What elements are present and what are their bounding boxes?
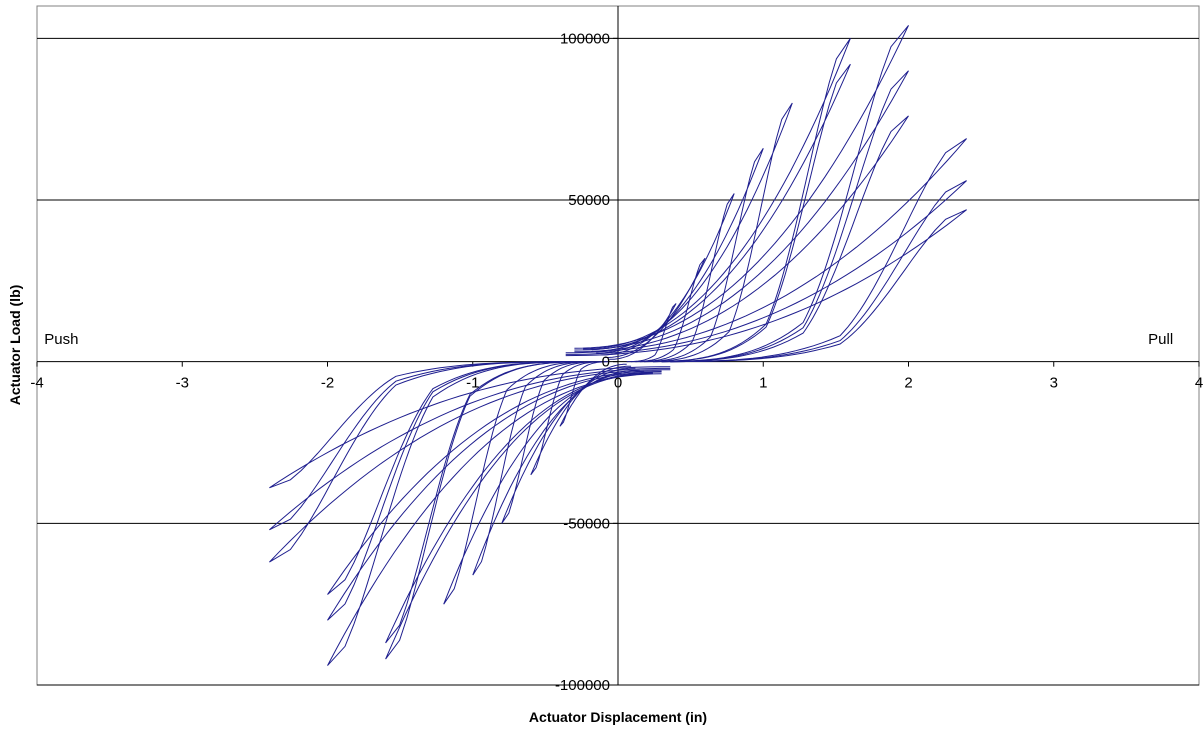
hysteresis-loop [385,361,653,660]
x-tick-label: -3 [176,375,189,392]
hysteresis-loop [530,361,632,476]
x-tick-label: 1 [759,375,767,392]
hysteresis-loop [269,361,671,531]
y-tick-label: 50000 [568,192,610,209]
hysteresis-loop [269,361,671,563]
hysteresis-loop [574,70,909,363]
hysteresis-loop [565,180,967,363]
hysteresis-loop [609,303,677,363]
x-tick-label: -1 [466,375,479,392]
series-layer [269,25,967,666]
hysteresis-loop [559,361,627,427]
hysteresis-loop [327,361,662,621]
y-tick-label: 0 [602,354,610,371]
x-tick-label: 0 [614,375,622,392]
hysteresis-loop [501,361,636,524]
hysteresis-loop [565,138,967,363]
hysteresis-loop [583,63,851,363]
x-tick-label: -4 [30,375,43,392]
hysteresis-loop [565,209,967,363]
x-tick-label: 2 [904,375,912,392]
hysteresis-loop [385,361,653,644]
hysteresis-loop [443,361,645,605]
x-axis-title: Actuator Displacement (in) [529,709,707,725]
y-tick-label: -50000 [563,515,610,532]
x-tick-label: -2 [321,375,334,392]
y-tick-label: 100000 [560,30,610,47]
hysteresis-loop [574,115,909,363]
hysteresis-loop [327,361,662,666]
hysteresis-loop [269,361,671,489]
hysteresis-loop [604,257,706,363]
tick-labels: -4 -3 -2 -1 0 1 2 3 4 -100000 -50000 0 50000 100000 [30,30,1203,694]
hysteresis-loop [574,25,909,363]
annotation-push: Push [44,331,78,348]
hysteresis-loop [583,38,851,363]
hysteresis-loop [327,361,662,595]
x-tick-label: 4 [1195,375,1203,392]
y-tick-label: -100000 [555,677,610,694]
x-tick-label: 3 [1050,375,1058,392]
y-axis-title: Actuator Load (lb) [7,285,23,406]
annotation-pull: Pull [1148,331,1173,348]
